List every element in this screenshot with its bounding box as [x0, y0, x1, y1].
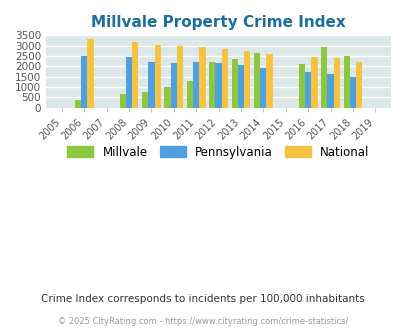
Legend: Millvale, Pennsylvania, National: Millvale, Pennsylvania, National — [63, 141, 373, 163]
Bar — [215, 63, 221, 108]
Bar — [119, 94, 126, 108]
Bar — [148, 62, 154, 108]
Bar — [177, 47, 183, 108]
Bar — [231, 59, 237, 108]
Bar — [164, 87, 170, 108]
Text: Crime Index corresponds to incidents per 100,000 inhabitants: Crime Index corresponds to incidents per… — [41, 294, 364, 304]
Bar — [320, 47, 326, 108]
Bar — [192, 62, 199, 108]
Bar — [81, 56, 87, 108]
Bar — [75, 100, 81, 108]
Bar — [243, 51, 250, 108]
Bar — [355, 62, 361, 108]
Bar — [142, 92, 148, 108]
Bar — [349, 77, 355, 108]
Bar — [266, 54, 272, 108]
Bar — [237, 65, 243, 108]
Bar — [343, 56, 349, 108]
Bar — [170, 63, 177, 108]
Bar — [221, 49, 227, 108]
Text: © 2025 CityRating.com - https://www.cityrating.com/crime-statistics/: © 2025 CityRating.com - https://www.city… — [58, 317, 347, 326]
Bar — [186, 81, 192, 108]
Bar — [311, 57, 317, 108]
Title: Millvale Property Crime Index: Millvale Property Crime Index — [91, 15, 345, 30]
Bar — [333, 58, 339, 108]
Bar — [209, 62, 215, 108]
Bar — [154, 45, 160, 108]
Bar — [87, 39, 94, 108]
Bar — [126, 57, 132, 108]
Bar — [304, 72, 311, 108]
Bar — [326, 74, 333, 108]
Bar — [199, 47, 205, 108]
Bar — [260, 68, 266, 108]
Bar — [253, 53, 260, 108]
Bar — [298, 64, 304, 108]
Bar — [132, 42, 138, 108]
